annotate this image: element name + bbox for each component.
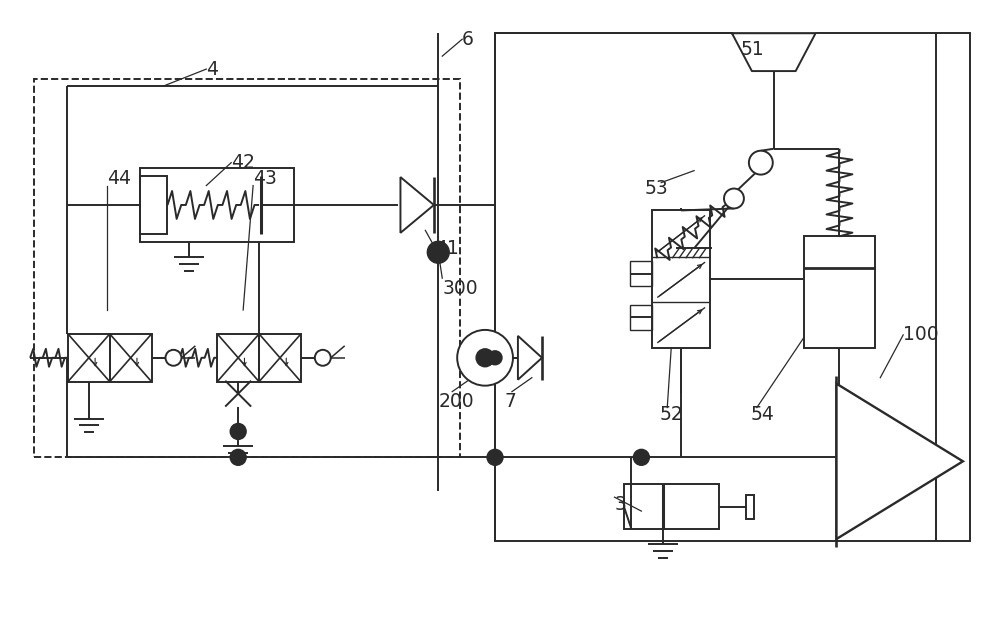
Bar <box>217 334 259 382</box>
Text: 44: 44 <box>107 169 131 188</box>
Bar <box>140 167 294 242</box>
Bar <box>34 79 460 458</box>
Bar <box>652 210 710 348</box>
Bar <box>495 33 970 541</box>
Text: 4: 4 <box>206 60 218 79</box>
Text: 53: 53 <box>644 179 668 198</box>
Text: 6: 6 <box>462 30 474 49</box>
Circle shape <box>476 349 494 367</box>
Circle shape <box>633 450 649 465</box>
Polygon shape <box>400 177 434 233</box>
Text: 43: 43 <box>253 169 277 188</box>
Bar <box>746 495 754 518</box>
Circle shape <box>457 330 513 386</box>
Text: 300: 300 <box>442 278 478 298</box>
Bar <box>259 334 301 382</box>
Bar <box>630 261 652 286</box>
Circle shape <box>427 241 449 264</box>
Polygon shape <box>732 33 816 71</box>
Circle shape <box>487 450 503 465</box>
Circle shape <box>166 350 181 366</box>
Text: 54: 54 <box>751 405 775 424</box>
Circle shape <box>488 351 502 365</box>
Bar <box>110 334 152 382</box>
Text: 200: 200 <box>438 392 474 411</box>
Circle shape <box>724 188 744 208</box>
Bar <box>630 305 652 330</box>
Circle shape <box>315 350 331 366</box>
Text: 7: 7 <box>505 392 517 411</box>
Circle shape <box>230 450 246 465</box>
Text: 100: 100 <box>903 326 939 344</box>
Circle shape <box>749 151 773 175</box>
Bar <box>624 484 719 529</box>
Text: 42: 42 <box>231 153 255 172</box>
Bar <box>804 236 875 348</box>
Text: 52: 52 <box>659 405 683 424</box>
Circle shape <box>230 423 246 440</box>
Polygon shape <box>518 336 542 379</box>
Bar <box>140 175 167 234</box>
Polygon shape <box>836 384 963 539</box>
Bar <box>68 334 110 382</box>
Text: 3: 3 <box>614 495 626 513</box>
Text: 41: 41 <box>435 239 459 258</box>
Text: 51: 51 <box>741 40 765 59</box>
